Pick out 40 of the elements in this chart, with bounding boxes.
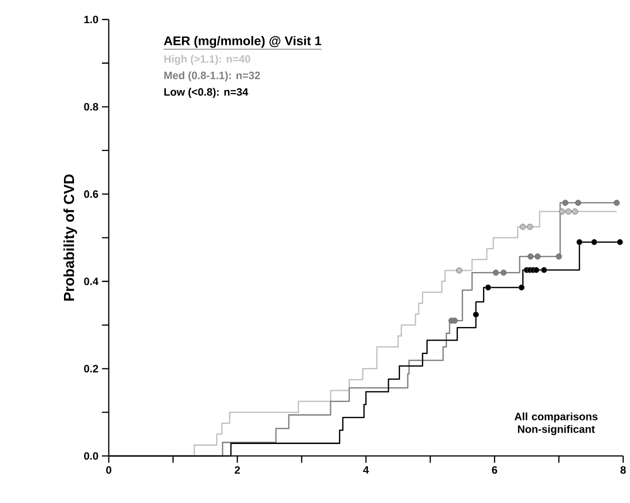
point [518,284,525,291]
y-tick-label: 0.0 [84,452,98,460]
point [492,270,499,276]
point [572,208,578,215]
point [565,208,572,215]
point [591,239,598,246]
y-tick-label: 0.2 [84,365,98,373]
point [541,267,548,274]
point [556,254,562,260]
point [576,239,582,246]
annotation: All comparisons Non-significant [514,412,598,436]
x-tick-label: 4 [363,466,369,474]
point [500,270,507,276]
point [456,268,462,274]
point [472,312,479,318]
text: Low (<0.8): n=34 [164,88,248,98]
y-tick-label: 0.4 [84,278,98,286]
point [526,224,533,230]
point [485,284,492,291]
point [562,200,568,206]
y-tick-label: 0.8 [84,103,98,111]
point [533,267,540,274]
point [559,208,566,215]
point [520,224,526,230]
point [616,239,624,246]
point [534,254,541,260]
y-axis-title: Probability of CVD [63,174,78,301]
x-tick-label: 8 [620,466,626,474]
point [528,254,534,260]
x-tick-label: 0 [106,466,112,474]
legend-title: AER (mg/mmole) @ Visit 1 [164,36,322,48]
point [452,318,458,324]
y-tick-label: 1.0 [84,16,98,24]
x-tick-label: 2 [234,466,240,474]
point [614,200,620,206]
text: High (>1.1): n=40 [164,55,250,66]
text: Med (0.8-1.1): n=32 [164,72,260,82]
y-tick-label: 0.6 [84,190,98,198]
x-tick-label: 6 [492,466,498,474]
point [575,200,582,206]
